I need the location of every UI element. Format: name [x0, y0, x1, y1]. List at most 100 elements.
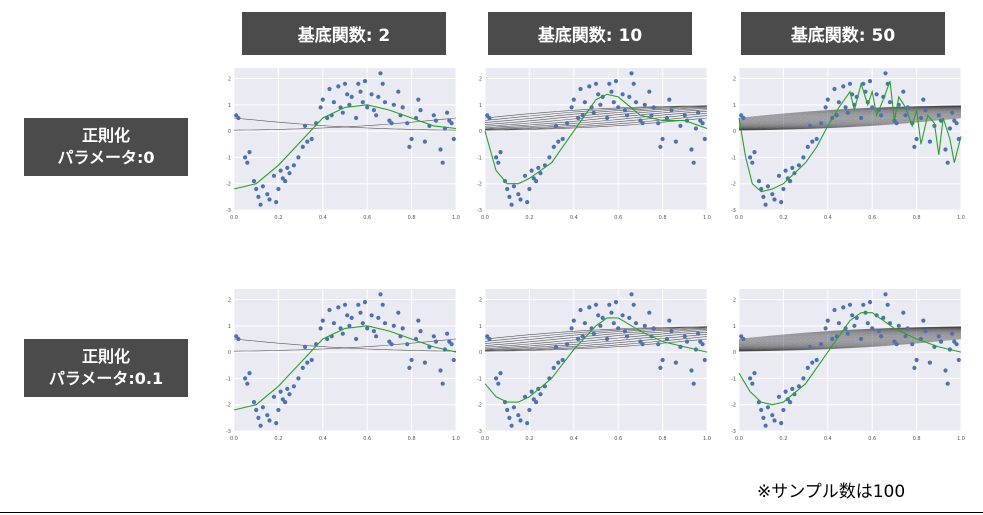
data-point	[571, 318, 576, 323]
data-point	[396, 310, 401, 315]
basis-functions	[738, 105, 962, 131]
basis-curve	[738, 105, 962, 120]
x-tick-label: 0.2	[525, 436, 533, 442]
x-tick-label: 0.6	[363, 215, 371, 221]
data-point	[358, 89, 363, 94]
basis-curve	[738, 331, 962, 350]
basis-curve	[738, 327, 962, 345]
basis-curve	[738, 112, 962, 130]
data-point	[589, 105, 594, 110]
data-point	[841, 305, 846, 310]
data-point	[578, 86, 583, 92]
x-tick-label: 0.4	[570, 215, 578, 221]
data-point	[327, 307, 332, 313]
basis-curve	[738, 338, 962, 352]
data-point	[819, 342, 824, 347]
y-tick-label: 1	[733, 324, 736, 330]
basis-curve	[738, 327, 962, 344]
data-point	[276, 186, 281, 192]
basis-curve	[738, 330, 962, 349]
data-point	[943, 147, 948, 152]
data-point	[622, 108, 627, 113]
data-point	[591, 110, 596, 115]
data-point	[660, 136, 665, 142]
data-point	[365, 105, 370, 110]
basis-curve	[738, 110, 962, 129]
data-point	[616, 326, 621, 331]
data-point	[362, 300, 368, 305]
data-point	[783, 389, 788, 394]
data-point	[356, 302, 361, 307]
data-point	[285, 386, 290, 391]
data-point	[376, 94, 381, 99]
data-point	[507, 194, 512, 199]
data-point	[870, 105, 875, 110]
data-point	[763, 202, 768, 207]
data-point	[682, 113, 687, 118]
data-point	[700, 342, 705, 347]
row-label-lambda-0: 正則化 パラメータ:0	[24, 118, 188, 176]
data-point	[271, 394, 277, 399]
data-point	[243, 376, 248, 381]
data-point	[950, 110, 955, 115]
data-point	[903, 113, 908, 118]
data-point	[265, 192, 270, 197]
data-point	[433, 118, 439, 123]
basis-curve	[233, 338, 457, 352]
data-point	[349, 94, 354, 99]
data-point	[761, 194, 766, 199]
data-point	[407, 365, 412, 370]
data-point	[598, 323, 603, 328]
data-point	[765, 405, 770, 410]
data-point	[605, 336, 610, 342]
data-point	[901, 310, 906, 315]
data-point	[278, 389, 283, 394]
data-point	[852, 323, 857, 328]
data-point	[810, 360, 815, 365]
data-point	[625, 334, 630, 339]
plot-basis-2-lambda-0: 0.0 0.2 0.4 0.6 0.8 1.0 2 1 0 -1 -2 -3	[226, 68, 460, 221]
y-tick-label: 2	[733, 77, 736, 83]
bottom-rule	[0, 512, 983, 513]
data-point	[783, 168, 788, 173]
data-point	[894, 121, 899, 126]
data-point	[342, 81, 348, 86]
data-point	[669, 329, 674, 334]
data-point	[691, 381, 696, 386]
basis-curve	[738, 106, 962, 124]
data-point	[847, 81, 853, 86]
data-point	[396, 89, 401, 94]
data-point	[345, 92, 350, 97]
data-point	[438, 147, 443, 152]
plot-area	[739, 289, 961, 431]
y-tick-label: -1	[226, 376, 231, 382]
data-point	[582, 100, 587, 105]
data-point	[879, 334, 884, 339]
data-point	[518, 418, 523, 423]
fit-curve	[484, 93, 708, 185]
data-point	[236, 336, 241, 342]
basis-curve	[738, 116, 962, 131]
data-point	[923, 329, 928, 334]
data-point	[416, 318, 421, 323]
x-tick-label: 0.8	[408, 215, 416, 221]
data-point	[912, 144, 917, 149]
basis-curve	[738, 109, 962, 128]
data-point	[587, 305, 592, 310]
data-point	[647, 310, 652, 315]
data-point	[276, 407, 281, 413]
data-point	[336, 305, 341, 310]
y-tick-label: 0	[479, 350, 482, 356]
data-point	[823, 105, 828, 110]
data-point	[409, 357, 414, 363]
basis-curve	[738, 336, 962, 352]
data-point	[245, 160, 250, 165]
data-point	[605, 115, 610, 121]
data-point	[449, 121, 454, 126]
data-point	[700, 121, 705, 126]
data-point	[593, 81, 599, 86]
data-point	[565, 342, 570, 347]
data-point	[936, 334, 941, 339]
data-point	[613, 79, 619, 84]
basis-curve	[738, 106, 962, 122]
